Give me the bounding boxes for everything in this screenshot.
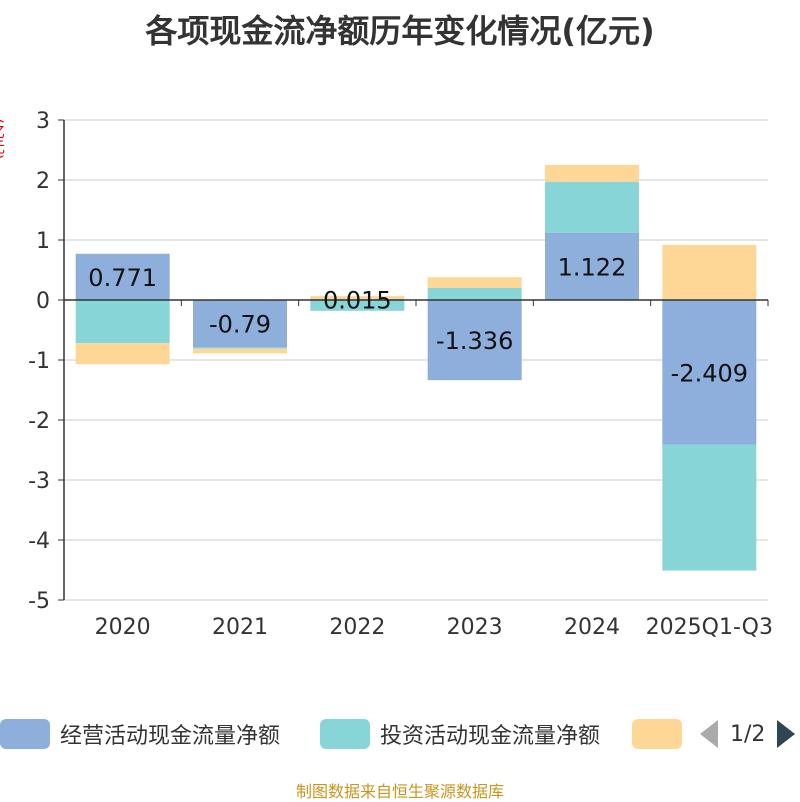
data-label: -1.336: [436, 327, 513, 355]
y-axis-unit: (亿元): [0, 118, 6, 160]
legend-swatch-investing: [320, 719, 370, 749]
bar-investing: [310, 300, 405, 311]
data-label: -0.79: [209, 311, 271, 339]
data-source: 制图数据来自恒生聚源数据库: [295, 782, 504, 801]
bar-investing: [75, 300, 170, 344]
x-tick-label: 2025Q1-Q3: [646, 615, 773, 640]
legend-swatch-operating: [0, 719, 50, 749]
x-tick-label: 2023: [447, 615, 503, 640]
bar-financing: [75, 343, 170, 365]
y-tick-label: 3: [36, 109, 50, 134]
legend-label-investing: 投资活动现金流量净额: [380, 724, 601, 749]
legend-label-operating: 经营活动现金流量净额: [60, 724, 281, 749]
bar-investing: [545, 181, 639, 233]
bar-operating: [662, 300, 757, 445]
legend-page-indicator: 1/2: [730, 721, 766, 747]
bar-operating: [545, 232, 639, 300]
bar-financing: [310, 296, 405, 300]
bar-investing: [662, 444, 757, 571]
y-tick-label: 0: [36, 289, 50, 314]
legend-next-page-icon[interactable]: [777, 720, 796, 748]
data-label: -2.409: [671, 359, 748, 387]
y-tick-label: -3: [28, 469, 50, 494]
x-tick-label: 2024: [564, 615, 620, 640]
y-tick-label: -5: [28, 589, 50, 614]
legend-item-operating[interactable]: 经营活动现金流量净额: [0, 716, 280, 752]
bar-financing: [193, 348, 287, 354]
chart-title: 各项现金流净额历年变化情况(亿元): [145, 12, 655, 50]
data-label: 0.015: [323, 287, 392, 315]
chart-svg: 3 2 1 0 -1 -2 -3 -4 -5 2020 2021 2022 2023 2024 2025Q1…: [28, 109, 773, 640]
x-tick-label: 2020: [95, 615, 151, 640]
y-tick-label: -2: [28, 409, 50, 434]
bar-financing: [662, 244, 757, 300]
bar-operating: [427, 300, 522, 381]
x-tick-label: 2022: [329, 615, 385, 640]
legend: 经营活动现金流量净额 投资活动现金流量净额: [0, 716, 800, 752]
y-tick-label: 1: [36, 229, 50, 254]
bar-financing: [427, 277, 522, 288]
legend-swatch-financing: [632, 719, 682, 749]
bar-operating: [193, 300, 287, 348]
bar-investing: [427, 288, 522, 300]
y-tick-label: -4: [28, 529, 50, 554]
y-tick-label: 2: [36, 169, 50, 194]
x-tick-label: 2021: [212, 615, 268, 640]
y-tick-label: -1: [28, 349, 50, 374]
legend-pager: 1/2: [700, 716, 800, 752]
bar-investing: [193, 347, 287, 349]
legend-item-financing[interactable]: [632, 716, 692, 752]
data-label: 1.122: [558, 253, 627, 281]
legend-prev-page-icon[interactable]: [700, 720, 718, 748]
bar-operating: [75, 253, 170, 300]
bar-financing: [545, 164, 639, 182]
data-label: 0.771: [88, 264, 157, 292]
legend-item-investing[interactable]: 投资活动现金流量净额: [320, 716, 600, 752]
